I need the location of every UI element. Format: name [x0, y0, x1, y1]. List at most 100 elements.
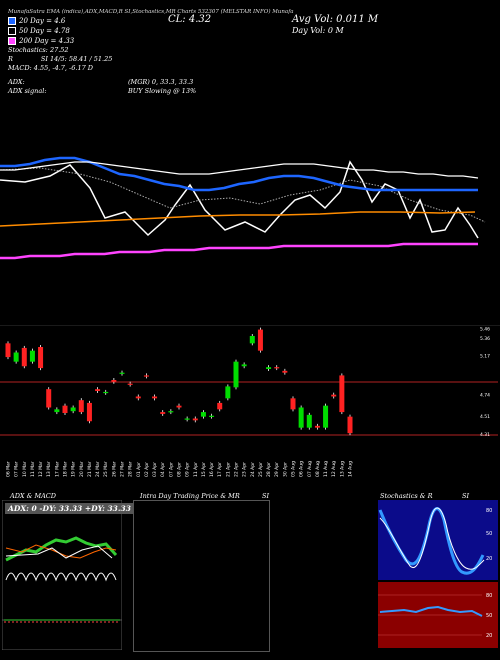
candle-date-label: 23 Apr [242, 462, 248, 477]
candle-date-label: 11 Mar [30, 461, 36, 477]
legend-50-day: 50 Day = 4.78 [8, 27, 74, 35]
candle-body [217, 402, 223, 410]
candle-date-label: 20 Mar [79, 461, 85, 477]
candle-date-label: 13 Mar [46, 461, 52, 477]
candle-body [111, 380, 117, 382]
candle-chart: 5.46 5.36 5.17 4.74 4.51 4.31 06 Mar 07 Mar 10 … [0, 325, 500, 477]
candle-body [339, 375, 345, 413]
candle-body [306, 414, 312, 428]
candle-date-label: 08 Apr [177, 462, 183, 477]
candle-y-tick: 4.31 [480, 432, 490, 438]
legend-50-day-swatch [8, 27, 16, 35]
candle-body [274, 367, 280, 369]
candle-body [160, 412, 166, 414]
price-dotted-trace [0, 167, 486, 223]
macd-white-curve [5, 572, 117, 582]
candle-date-label: 28 Mar [128, 461, 134, 477]
candle-body [314, 425, 320, 428]
candle-body [46, 389, 52, 408]
rsi-tick-20: 20 [486, 633, 492, 639]
candle-date-label: 03 Apr [152, 462, 158, 477]
adx-signal-text: BUY Slowing @ 13% [128, 87, 197, 95]
candle-y-tick: 5.36 [480, 336, 490, 342]
legend-200-day: 200 Day = 4.33 [8, 37, 74, 45]
candle-body [168, 411, 174, 413]
candle-body [70, 407, 76, 412]
candle-date-label: 11 Apr [193, 462, 199, 477]
candle-date-label: 08 Aug [315, 461, 321, 477]
candle-date-label: 17 Apr [217, 462, 223, 477]
adx-readout-box: ADX: 0 -DY: 33.33 +DY: 33.33 [5, 503, 134, 514]
candle-body [184, 418, 190, 420]
legend-50-day-label: 50 Day = 4.78 [19, 27, 70, 35]
candle-date-label: 19 Mar [71, 461, 77, 477]
candle-body [38, 347, 44, 369]
series-orange-ema [0, 211, 476, 227]
candle-date-label: 25 Apr [258, 462, 264, 477]
stochastics-readout: Stochastics: 27.52 [8, 46, 69, 54]
candle-date-label: 18 Mar [63, 461, 69, 477]
legend-20-day-swatch [8, 17, 16, 25]
candle-body [323, 405, 329, 428]
candle-body [290, 398, 296, 410]
candle-date-label: 09 Apr [185, 462, 191, 477]
candle-date-label: 21 Mar [87, 461, 93, 477]
candle-body [152, 396, 158, 399]
candle-date-label: 02 Apr [144, 462, 150, 477]
candle-date-label: 14 Aug [348, 461, 354, 477]
candle-date-label: 04 Apr [160, 462, 166, 477]
candle-y-tick: 5.17 [480, 353, 490, 359]
close-price: CL: 4.32 [168, 14, 212, 25]
candle-date-label: 05 Aug [291, 461, 297, 477]
intraday-panel-title: Intra Day Trading Price & MR [140, 492, 240, 500]
candle-body [331, 394, 337, 397]
candle-body [209, 415, 215, 417]
stoch-panel-bg [378, 500, 498, 580]
stoch-tick-80: 80 [486, 508, 492, 514]
candle-date-label: 06 Aug [299, 461, 305, 477]
candle-date-label: 15 Apr [201, 462, 207, 477]
candle-date-label: 07 Apr [168, 462, 174, 477]
candle-date-label: 22 Apr [234, 462, 240, 477]
candle-date-label: 24 Apr [250, 462, 256, 477]
rsi-readout: R SI 14/5: 58.41 / 51.25 [8, 55, 113, 63]
candle-date-label: 12 Aug [331, 461, 337, 477]
candle-body [103, 391, 109, 394]
series-20-day [0, 156, 478, 192]
rsi-blue-line [379, 605, 483, 617]
candles-group [5, 327, 353, 436]
intraday-panel [133, 500, 270, 652]
adx-label: ADX: [8, 78, 25, 86]
indicator-readouts: Stochastics: 27.52 R SI 14/5: 58.41 / 51.… [8, 46, 112, 73]
adx-signal-label: ADX signal: [8, 87, 47, 95]
candle-body [62, 405, 68, 413]
adx-panel-title: ADX & MACD [10, 492, 56, 500]
candle-date-label: 29 Apr [274, 462, 280, 477]
candle-body [233, 361, 239, 388]
rsi-value: SI 14/5: 58.41 / 51.25 [40, 55, 113, 63]
candle-body [135, 396, 141, 399]
candle-date-label: 12 Mar [38, 461, 44, 477]
candle-date-label: 24 Mar [95, 461, 101, 477]
candle-date-label: 27 Mar [120, 461, 126, 477]
price-chart [0, 156, 486, 260]
candle-date-label: 11 Aug [323, 461, 329, 477]
candle-date-label: 01 Apr [136, 462, 142, 477]
series-200-day [0, 242, 478, 260]
candle-date-label: 28 Apr [266, 462, 272, 477]
legend-20-day: 20 Day = 4.6 [8, 17, 74, 25]
candle-body [192, 418, 198, 421]
legend-20-day-label: 20 Day = 4.6 [19, 17, 66, 25]
price-trace [0, 160, 479, 239]
candle-x-ticks: 06 Mar 07 Mar 10 Mar 11 Mar 12 Mar 13 Mar 17 M… [6, 461, 354, 477]
candle-body [200, 412, 206, 417]
candle-body [176, 405, 182, 408]
rsi-tick-50: 50 [486, 613, 492, 619]
candle-body [225, 386, 231, 399]
candle-date-label: 06 Mar [6, 461, 12, 477]
candle-y-tick: 4.74 [480, 393, 490, 399]
candle-body [249, 336, 255, 344]
stoch-tick-50: 50 [486, 531, 492, 537]
candle-date-label: 16 Apr [209, 462, 215, 477]
stoch-panel-si: SI [462, 492, 470, 500]
